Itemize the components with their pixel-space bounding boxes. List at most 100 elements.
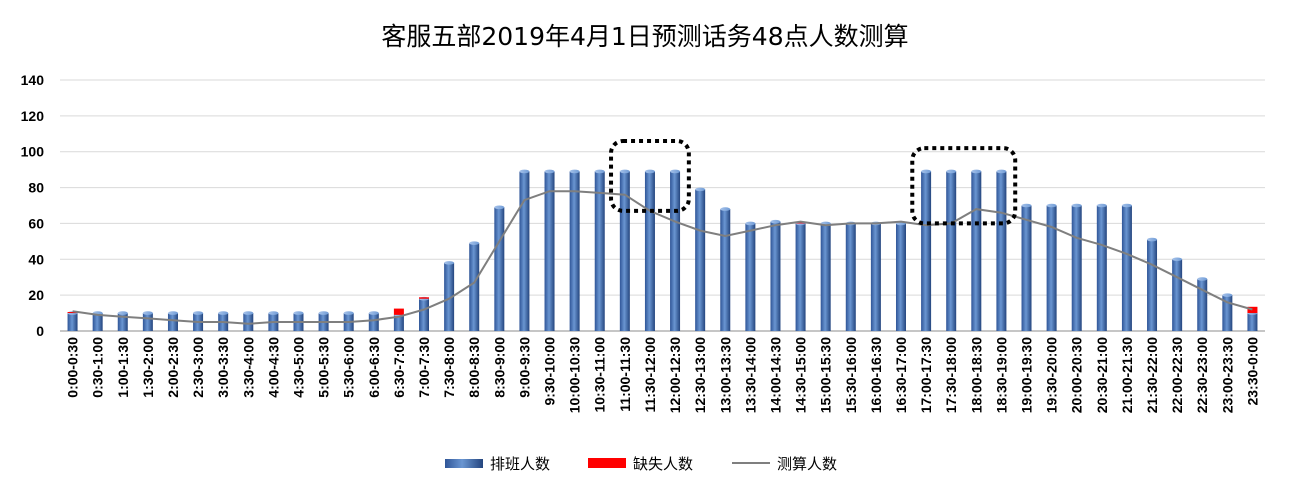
bar-22:00-22:30 [1172,259,1183,331]
x-tick-label: 18:00-18:30 [968,337,984,413]
x-tick-label: 20:30-21:00 [1094,337,1110,413]
highlight-box-2 [910,146,1018,226]
x-tick-label: 2:00-2:30 [165,337,181,398]
bar-cap [670,169,681,174]
x-tick-label: 15:00-15:30 [818,337,834,413]
x-tick-label: 0:30-1:00 [90,337,106,398]
x-tick-label: 3:00-3:30 [215,337,231,398]
x-tick-label: 10:00-10:30 [567,337,583,413]
bar-cap [971,169,982,174]
x-tick-label: 10:30-11:00 [592,337,608,413]
bar-cap [1172,257,1183,262]
bar-21:00-21:30 [1121,205,1132,331]
x-tick-label: 5:00-5:30 [316,337,332,398]
y-tick-label: 140 [21,72,45,88]
bar-cap [544,169,555,174]
bar-cap [594,169,605,174]
bar-cap [1222,293,1233,297]
legend: 排班人数 缺失人数 测算人数 [445,455,837,473]
line-series-测算人数 [72,190,1253,325]
x-tick-label: 16:00-16:30 [868,337,884,413]
bar-cap [117,311,128,315]
x-tick-label: 20:00-20:30 [1069,337,1085,413]
bar-cap [1096,203,1107,208]
bar-18:00-18:30 [971,171,982,331]
x-tick-label: 13:30-14:00 [742,337,758,413]
annotations-layer [609,138,1018,226]
bar-20:30-21:00 [1096,205,1107,331]
x-tick-label: 9:00-9:30 [516,337,532,398]
bar-14:00-14:30 [770,221,781,331]
y-axis-ticks: 0 20 40 60 80 100 120 140 [21,72,45,339]
chart-title: 客服五部2019年4月1日预测话务48点人数测算 [381,22,908,51]
legend-swatch-missing [588,458,626,468]
y-tick-label: 60 [28,215,44,231]
missing-bar-6:30-7:00 [393,308,404,315]
x-tick-label: 22:00-22:30 [1169,337,1185,413]
y-tick-label: 0 [36,323,44,339]
bar-7:00-7:30 [419,298,430,331]
x-axis-ticks: 0:00-0:30 0:30-1:00 1:00-1:30 1:30-2:00 2:00… [65,337,1261,413]
bars-layer [67,169,1258,331]
x-tick-label: 19:30-20:00 [1044,337,1060,413]
x-tick-label: 14:00-14:30 [767,337,783,413]
bar-19:30-20:00 [1046,205,1057,331]
x-tick-label: 7:30-8:00 [441,337,457,398]
bar-11:00-11:30 [619,171,630,331]
bar-cap [368,311,379,315]
x-tick-label: 19:00-19:30 [1019,337,1035,413]
bar-cap [167,311,178,315]
bar-15:30-16:00 [845,223,856,331]
x-tick-label: 22:30-23:00 [1194,337,1210,413]
missing-bar-7:00-7:30 [419,297,430,299]
bar-14:30-15:00 [795,223,806,331]
x-tick-label: 16:30-17:00 [893,337,909,413]
bar-cap [142,311,153,315]
x-tick-label: 8:00-8:30 [466,337,482,398]
bar-17:30-18:00 [946,171,957,331]
bar-12:30-13:00 [695,189,706,331]
y-tick-label: 80 [28,180,44,196]
bar-10:30-11:00 [594,171,605,331]
bar-22:30-23:00 [1197,279,1208,331]
bar-1:00-1:30 [117,313,128,331]
x-tick-label: 4:30-5:00 [290,337,306,398]
bar-cap [770,219,781,224]
gridlines [60,79,1265,332]
bar-0:00-0:30 [67,313,78,331]
y-tick-label: 100 [21,144,45,160]
bar-cap [1071,203,1082,208]
x-tick-label: 1:30-2:00 [140,337,156,398]
bar-cap [921,169,932,174]
bar-cap [469,241,480,245]
legend-label: 排班人数 [490,455,550,473]
x-tick-label: 11:30-12:00 [642,337,658,413]
x-tick-label: 0:00-0:30 [65,337,81,398]
x-tick-label: 11:00-11:30 [617,337,633,412]
bar-16:00-16:30 [870,223,881,331]
x-tick-label: 12:30-13:00 [692,337,708,413]
bar-12:00-12:30 [670,171,681,331]
x-tick-label: 6:30-7:00 [391,337,407,398]
bar-13:00-13:30 [720,209,731,331]
bar-9:30-10:00 [544,171,555,331]
bar-cap [243,311,254,315]
bar-6:00-6:30 [368,313,379,331]
bar-cap [1121,203,1132,208]
bar-cap [268,311,279,315]
x-tick-label: 2:30-3:00 [190,337,206,398]
highlight-box-1 [609,138,691,213]
y-tick-label: 40 [28,251,44,267]
bar-0:30-1:00 [92,313,103,331]
legend-label: 缺失人数 [633,455,693,473]
bar-13:30-14:00 [745,223,756,331]
x-tick-label: 23:00-23:30 [1219,337,1235,413]
bar-cap [519,169,530,174]
bar-cap [996,169,1007,174]
legend-label: 测算人数 [777,455,837,473]
x-tick-label: 21:30-22:00 [1144,337,1160,413]
x-tick-label: 17:30-18:00 [943,337,959,413]
bar-cap [644,169,655,174]
bar-cap [946,169,957,174]
